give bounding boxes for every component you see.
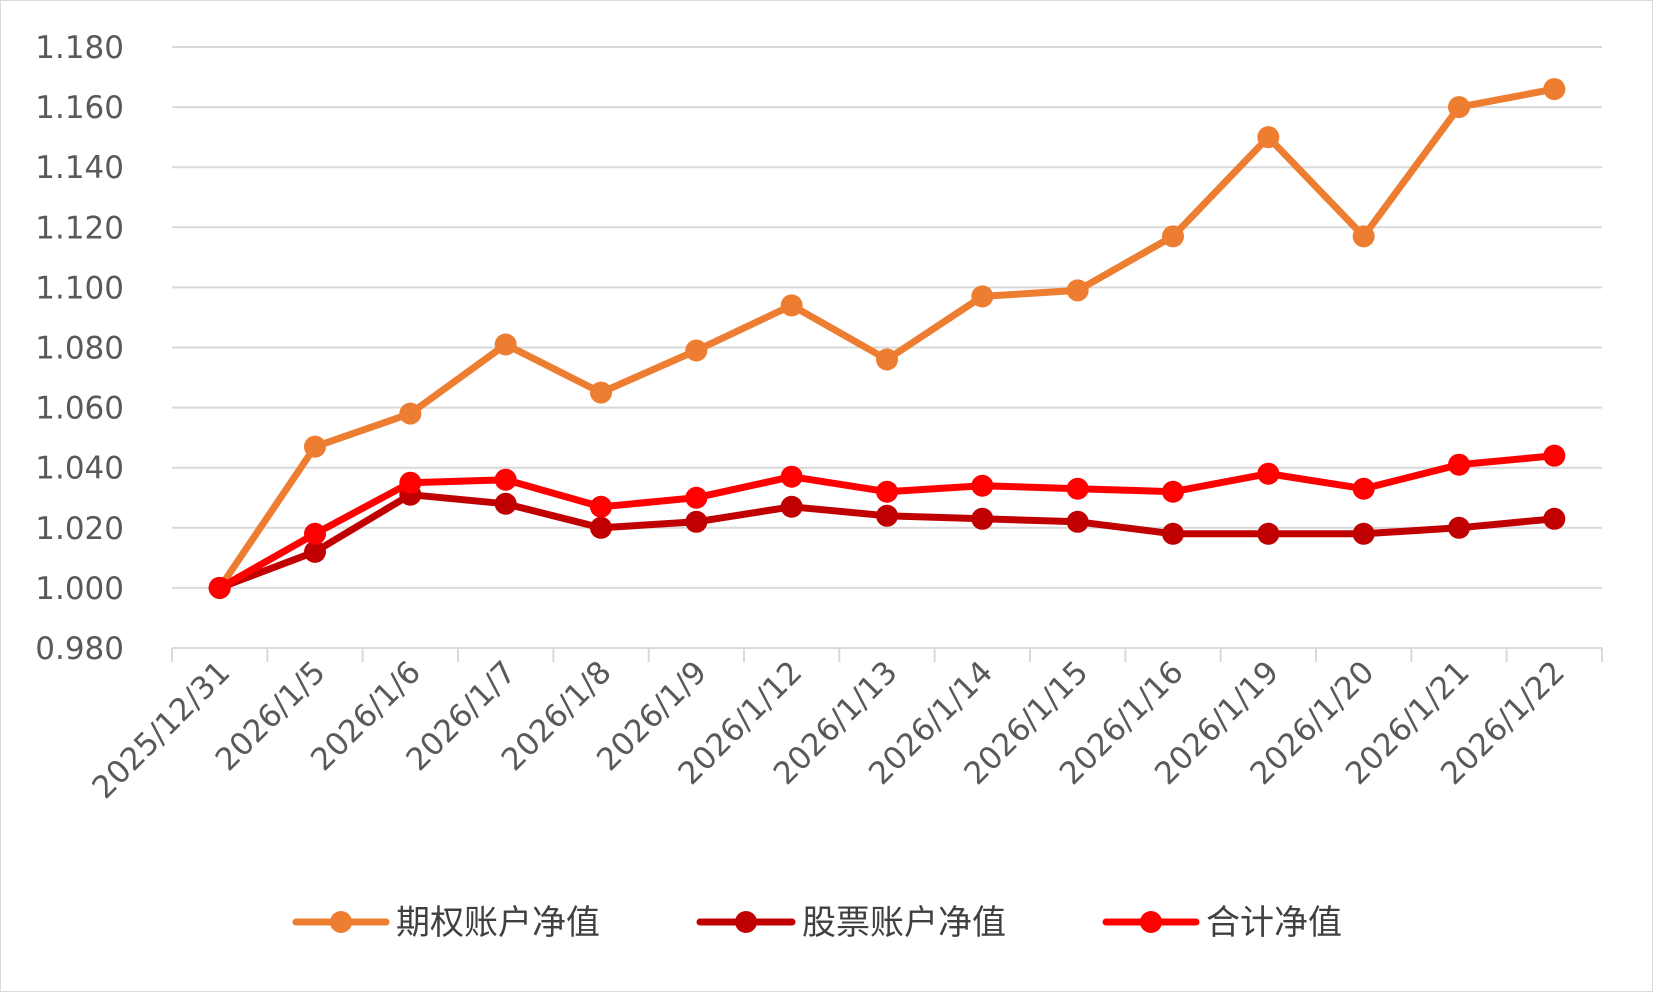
data-point: [685, 510, 708, 533]
data-point: [304, 435, 326, 458]
data-point: [1162, 480, 1184, 503]
data-point: [780, 495, 803, 518]
data-point: [876, 504, 898, 527]
y-tick-label: 1.040: [35, 451, 124, 487]
data-point: [685, 339, 708, 362]
data-point: [1257, 522, 1280, 545]
legend-item-1: 期权账户净值: [292, 903, 600, 943]
data-point: [1162, 225, 1184, 248]
legend-swatch-marker: [735, 911, 757, 933]
x-tick-label: 2025/12/31: [86, 654, 238, 806]
data-point: [971, 474, 994, 497]
legend-label: 股票账户净值: [802, 903, 1006, 943]
data-point: [685, 486, 708, 509]
data-point: [590, 381, 612, 404]
data-point: [1066, 510, 1089, 533]
data-point: [780, 465, 803, 488]
legend-label: 期权账户净值: [396, 903, 600, 943]
series-3: [208, 444, 1566, 599]
series-2: [208, 483, 1566, 599]
data-point: [1543, 78, 1566, 101]
y-tick-label: 1.060: [35, 391, 124, 427]
y-tick-label: 1.000: [35, 571, 124, 607]
gridlines: [172, 46, 1602, 649]
y-axis-tick-labels: 0.980 1.000 1.020 1.040 1.060 1.080 1.100 1.120…: [35, 30, 124, 667]
data-point: [1066, 477, 1089, 500]
y-tick-label: 1.080: [35, 331, 124, 367]
data-point: [1448, 453, 1470, 476]
data-point: [1543, 507, 1566, 530]
data-point: [399, 402, 422, 425]
data-point: [1257, 462, 1280, 485]
y-tick-label: 1.020: [35, 511, 124, 547]
data-point: [304, 522, 326, 545]
data-point: [494, 468, 517, 491]
y-tick-label: 1.100: [35, 270, 124, 306]
data-point: [590, 516, 612, 539]
data-point: [1448, 96, 1470, 119]
y-tick-label: 1.160: [35, 90, 124, 126]
data-point: [1448, 516, 1470, 539]
data-point: [1352, 477, 1375, 500]
data-point: [208, 576, 231, 599]
legend-item-2: 股票账户净值: [696, 903, 1006, 943]
data-point: [1543, 444, 1566, 467]
data-point: [1162, 522, 1184, 545]
data-point: [590, 495, 612, 518]
data-point: [1066, 279, 1089, 302]
data-point: [304, 540, 326, 563]
data-point: [1352, 225, 1375, 248]
data-point: [876, 480, 898, 503]
y-tick-label: 1.180: [35, 30, 124, 66]
data-point: [399, 471, 422, 494]
data-point: [1352, 522, 1375, 545]
data-point: [971, 507, 994, 530]
y-tick-label: 0.980: [35, 631, 124, 667]
legend-item-3: 合计净值: [1102, 903, 1342, 943]
legend: 期权账户净值 股票账户净值 合计净值: [292, 903, 1342, 943]
data-point: [780, 294, 803, 317]
data-point: [494, 492, 517, 515]
legend-label: 合计净值: [1206, 903, 1342, 943]
legend-swatch-marker: [330, 911, 352, 933]
y-tick-label: 1.120: [35, 210, 124, 246]
legend-swatch-marker: [1140, 911, 1162, 933]
x-axis-tick-labels: 2025/12/312026/1/52026/1/62026/1/72026/1…: [86, 654, 1572, 806]
y-tick-label: 1.140: [35, 150, 124, 186]
data-point: [971, 285, 994, 308]
data-point: [1257, 126, 1280, 149]
series-lines: [208, 78, 1566, 599]
x-axis: [171, 648, 1603, 662]
data-point: [494, 333, 517, 356]
data-point: [876, 348, 898, 371]
